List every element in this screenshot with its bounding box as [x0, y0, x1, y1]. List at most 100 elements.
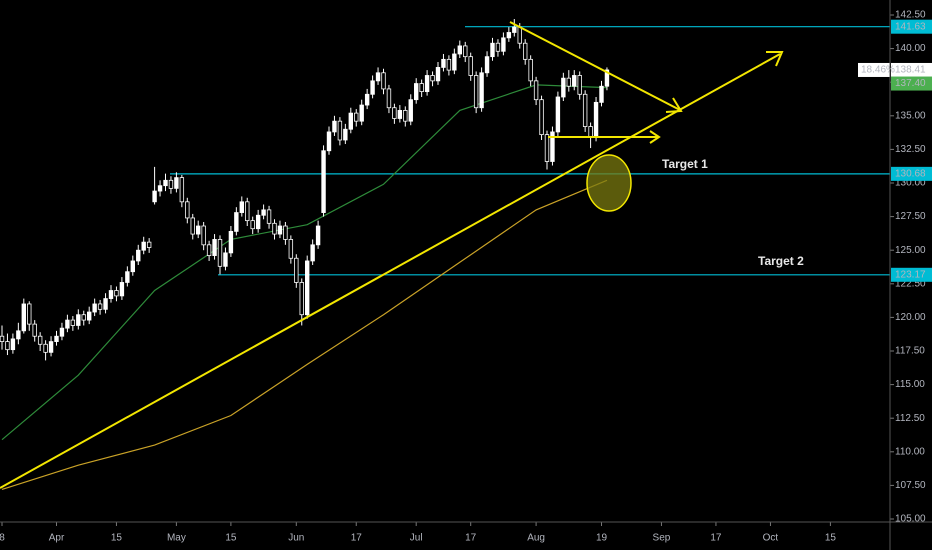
candle-body [506, 32, 512, 39]
candle-body [354, 112, 359, 122]
highlight-circle [586, 154, 632, 212]
candle-body [0, 335, 5, 342]
candle-body [146, 241, 152, 248]
candle-body [130, 260, 135, 273]
candle-body [419, 83, 424, 93]
candle-body [495, 42, 501, 52]
candle-body [479, 72, 484, 109]
candle-body [48, 341, 54, 353]
level-label-bg [891, 19, 932, 34]
y-tick-label: 120.00 [895, 312, 926, 323]
candle-body [463, 45, 468, 58]
candle-body [446, 58, 452, 71]
candle-body [250, 220, 255, 230]
candle-body [228, 230, 234, 254]
candle-body [348, 112, 353, 130]
y-tick-label: 130.00 [895, 178, 926, 189]
candle-body [32, 323, 37, 337]
candle-body [397, 110, 403, 119]
candle-body [468, 56, 473, 76]
candle-body [599, 85, 604, 103]
candle-body [81, 314, 86, 321]
x-tick-label: 15 [225, 533, 237, 544]
candle-body [103, 298, 108, 310]
candle-body [119, 282, 125, 297]
level-label-bg [891, 267, 932, 282]
candle-body [239, 201, 244, 213]
trend-line [509, 21, 681, 111]
candle-body [185, 201, 190, 219]
price-label-bg [891, 76, 932, 91]
y-tick-label: 127.50 [895, 211, 926, 222]
candle-body [65, 319, 70, 329]
annotation: Target 1 [662, 157, 708, 171]
candle-body [70, 319, 76, 326]
y-tick-label: 132.50 [895, 144, 926, 155]
change-label-bg [858, 62, 890, 77]
candle-body [217, 239, 223, 267]
candle-body [168, 179, 174, 189]
candle-body [272, 222, 277, 235]
candle-body [5, 341, 10, 351]
y-tick-label: 125.00 [895, 245, 926, 256]
candle-body [43, 343, 48, 353]
candle-body [92, 303, 97, 313]
candle-body [294, 257, 299, 283]
candle-body [386, 88, 392, 109]
arrow-head [766, 51, 784, 67]
candle-body [223, 252, 228, 267]
candle-body [179, 177, 185, 203]
candle-body [201, 225, 206, 246]
level-label: 123.17 [895, 269, 926, 280]
candle-body [310, 244, 315, 262]
candle-body [245, 201, 250, 222]
y-tick-label: 112.50 [895, 413, 925, 424]
candle-body [288, 239, 294, 259]
candle-body [430, 75, 435, 82]
candle-body [555, 96, 561, 133]
candle-body [299, 282, 304, 316]
candle-body [190, 217, 195, 235]
y-tick-label: 115.00 [895, 379, 925, 390]
x-tick-label: 19 [596, 533, 608, 544]
candle-body [501, 37, 506, 52]
x-tick-label: 8 [0, 533, 5, 544]
level-label-bg [891, 166, 932, 181]
candle-body [277, 225, 283, 235]
candle-body [364, 93, 370, 106]
candle-body [566, 77, 571, 87]
x-tick-label: 17 [351, 533, 363, 544]
annotation: Target 2 [758, 254, 804, 268]
candle-body [403, 110, 408, 122]
candle-body [141, 241, 146, 251]
level-label: 141.63 [895, 21, 926, 32]
candle-body [212, 239, 217, 256]
candle-body [87, 311, 92, 321]
candle-body [125, 271, 130, 283]
moving-average [1, 84, 608, 441]
candle-body [136, 249, 141, 262]
drawings [0, 21, 784, 489]
candle-body [392, 107, 397, 119]
level-label: 130.68 [895, 169, 926, 180]
candle-body [283, 225, 288, 240]
candle-body [473, 75, 479, 109]
candle-body [315, 225, 321, 246]
x-tick-label: Oct [763, 533, 779, 544]
candle-body [577, 75, 582, 95]
candle-body [528, 58, 533, 82]
candle-body [326, 131, 332, 152]
candle-body [441, 58, 446, 68]
change-label: 18.46% [861, 65, 895, 76]
y-tick-label: 140.00 [895, 43, 926, 54]
x-tick-label: 15 [825, 533, 837, 544]
candle-body [408, 99, 413, 122]
candle-body [523, 42, 528, 60]
candle-body [490, 42, 495, 58]
candle-body [337, 120, 343, 141]
candle-body [10, 338, 16, 351]
candle-body [16, 330, 21, 340]
price-label: 137.40 [895, 78, 926, 89]
